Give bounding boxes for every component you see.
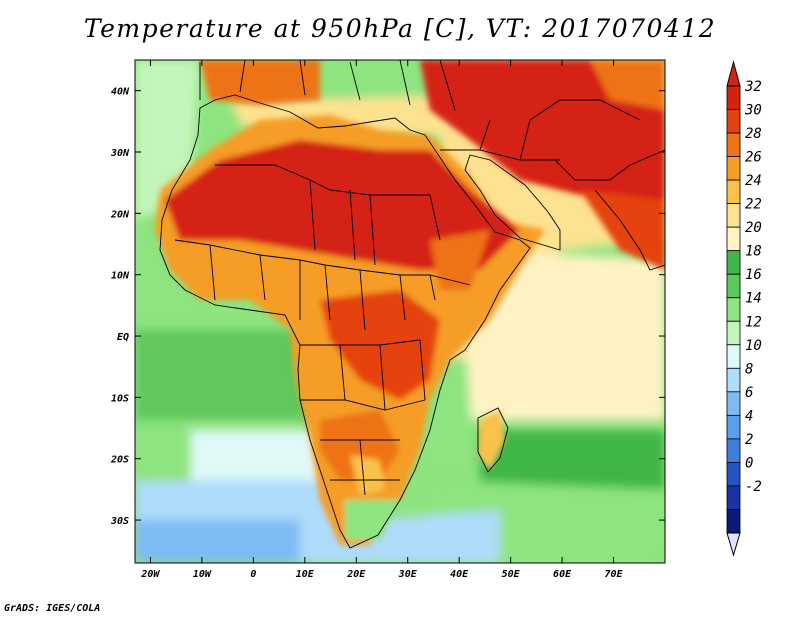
lon-tick-label: 0: [250, 569, 256, 580]
colorbar-swatch: [726, 203, 741, 228]
colorbar-level-label: 16: [745, 267, 762, 283]
lon-tick-label: 20W: [140, 569, 160, 580]
lon-tick-label: 30E: [398, 569, 418, 580]
lat-tick-label: 40N: [111, 87, 130, 98]
colorbar-swatch: [726, 109, 741, 134]
colorbar-high-arrow: [726, 60, 741, 87]
colorbar-swatch: [726, 485, 741, 510]
colorbar-low-arrow: [726, 532, 741, 557]
axis-ticks: 40N 30N 20N 10N EQ 10S 20S 30S 20W 10W 0 10E 20E 30E 4…: [110, 60, 665, 580]
colorbar-level-label: 4: [745, 408, 753, 424]
colorbar-level-label: 14: [745, 291, 762, 307]
colorbar-swatch: [726, 344, 741, 369]
colorbar-level-label: 24: [745, 173, 762, 189]
lon-tick-label: 40E: [450, 569, 469, 580]
lat-tick-label: 20S: [110, 455, 129, 466]
colorbar-swatch: [726, 132, 741, 157]
lat-tick-label: 30N: [110, 148, 130, 159]
lon-tick-label: 20E: [346, 569, 366, 580]
colorbar-level-label: 22: [745, 197, 762, 213]
colorbar-swatch: [726, 509, 741, 534]
lat-tick-label: 10N: [111, 271, 130, 282]
colorbar-swatch: [726, 226, 741, 252]
colorbar-level-label: 6: [745, 385, 753, 401]
lon-tick-label: 70E: [605, 569, 624, 580]
colorbar-swatch: [726, 85, 741, 110]
colorbar-level-label: 8: [745, 361, 753, 377]
colorbar-level-label: 18: [745, 244, 762, 260]
colorbar-swatch: [726, 438, 741, 463]
colorbar-level-label: 28: [745, 126, 762, 142]
coastlines: [159, 60, 665, 549]
grads-credit: GrADS: IGES/COLA: [4, 603, 101, 614]
colorbar-level-label: 10: [745, 338, 762, 354]
lon-tick-label: 10W: [193, 569, 212, 580]
colorbar-level-label: 2: [745, 432, 753, 448]
colorbar-swatch: [726, 320, 741, 346]
colorbar-level-label: -2: [745, 479, 762, 495]
colorbar-level-label: 26: [745, 150, 762, 166]
lat-tick-label: 20N: [110, 209, 130, 220]
colorbar-swatch: [726, 462, 741, 487]
colorbar-swatch: [726, 179, 741, 205]
temperature-field: [135, 60, 665, 563]
colorbar-swatch: [726, 273, 741, 299]
colorbar-swatch: [726, 156, 741, 181]
colorbar-level-label: 20: [745, 220, 762, 236]
colorbar-level-label: 0: [745, 455, 753, 471]
map-title: Temperature at 950hPa [C], VT: 201707041…: [83, 14, 717, 43]
lat-tick-label: 10S: [111, 393, 129, 404]
plot-frame: [134, 59, 666, 564]
colorbar-level-label: 30: [744, 103, 762, 119]
colorbar-swatch: [726, 297, 741, 322]
lat-tick-label: EQ: [117, 332, 129, 343]
colorbar-level-label: 12: [745, 314, 762, 330]
lon-tick-label: 10E: [296, 569, 315, 580]
colorbar-swatch: [726, 391, 741, 416]
colorbar-swatch: [726, 250, 741, 275]
lon-tick-label: 60E: [553, 569, 572, 580]
colorbar-level-label: 32: [744, 79, 762, 95]
colorbar-swatch: [726, 414, 741, 440]
lat-tick-label: 30S: [110, 516, 129, 527]
lon-tick-label: 50E: [502, 569, 521, 580]
colorbar-swatch: [726, 367, 741, 393]
